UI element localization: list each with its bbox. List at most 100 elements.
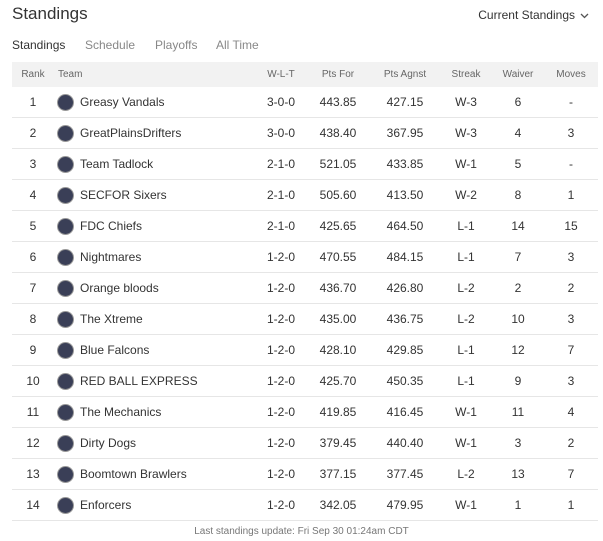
team-name[interactable]: Greasy Vandals [80,95,165,109]
table-cell: L-2 [457,312,475,326]
table-row [12,366,598,397]
nav-tab[interactable]: Playoffs [155,38,198,52]
table-cell: 10 [26,374,40,388]
table-cell: 15 [564,219,578,233]
table-cell: L-1 [457,219,475,233]
team-name[interactable]: Boomtown Brawlers [80,467,187,481]
table-cell: 436.75 [386,312,424,326]
column-header: Team [58,69,83,80]
table-row [12,211,598,242]
page-title: Standings [12,4,88,23]
table-cell: W-3 [455,126,477,140]
table-cell: 6 [29,250,37,264]
table-cell: W-3 [455,95,477,109]
team-logo [57,156,74,173]
table-cell: 1 [567,498,575,512]
last-update: Last standings update: Fri Sep 30 01:24a… [194,526,409,537]
table-cell: - [569,95,573,109]
team-logo [57,342,74,359]
team-name[interactable]: Team Tadlock [80,157,154,171]
table-cell: 377.45 [386,467,424,481]
table-row [12,273,598,304]
team-name[interactable]: RED BALL EXPRESS [80,374,198,388]
nav-tab[interactable]: Schedule [85,38,136,52]
nav-tab[interactable]: All Time [216,38,259,52]
table-cell: 428.10 [319,343,357,357]
table-cell: 377.15 [319,467,357,481]
team-logo [57,94,74,111]
nav-tab[interactable]: Standings [12,38,66,52]
team-name[interactable]: SECFOR Sixers [80,188,167,202]
table-cell: W-1 [455,157,477,171]
team-logo [57,311,74,328]
table-cell: 367.95 [386,126,424,140]
table-cell: 3 [567,250,575,264]
table-cell: W-1 [455,498,477,512]
table-cell: 1 [567,188,575,202]
table-cell: 426.80 [386,281,424,295]
table-cell: 5 [514,157,522,171]
table-cell: 438.40 [319,126,357,140]
table-cell: 1-2-0 [266,405,296,419]
team-name[interactable]: Nightmares [80,250,142,264]
table-cell: 4 [567,405,575,419]
team-logo [57,404,74,421]
table-cell: 10 [511,312,525,326]
table-cell: 521.05 [319,157,357,171]
table-cell: 433.85 [386,157,424,171]
table-cell: 2-1-0 [266,219,296,233]
table-cell: 11 [511,405,525,419]
table-cell: 416.45 [386,405,424,419]
team-logo [57,280,74,297]
team-name[interactable]: FDC Chiefs [80,219,143,233]
column-header: Streak [451,69,481,80]
table-cell: 425.70 [319,374,357,388]
team-name[interactable]: The Xtreme [80,312,143,326]
standings-dropdown[interactable]: Current Standings [478,8,575,22]
table-row [12,490,598,521]
team-name[interactable]: The Mechanics [80,405,162,419]
table-cell: L-2 [457,281,475,295]
team-name[interactable]: GreatPlainsDrifters [80,126,182,140]
table-cell: 1 [514,498,522,512]
table-cell: 1 [29,95,37,109]
table-cell: W-1 [455,436,477,450]
table-cell: 9 [514,374,522,388]
team-name[interactable]: Blue Falcons [80,343,150,357]
table-row [12,335,598,366]
table-cell: 1-2-0 [266,374,296,388]
table-row [12,459,598,490]
table-cell: 413.50 [386,188,424,202]
table-cell: 8 [29,312,37,326]
table-cell: L-1 [457,374,475,388]
table-cell: 1-2-0 [266,343,296,357]
table-cell: 440.40 [386,436,424,450]
table-cell: 7 [567,343,575,357]
table-cell: - [569,157,573,171]
table-cell: 1-2-0 [266,436,296,450]
team-logo [57,373,74,390]
team-name[interactable]: Orange bloods [80,281,159,295]
dropdown-label: Current Standings [478,8,575,22]
team-name[interactable]: Enforcers [80,498,132,512]
team-logo [57,249,74,266]
team-name[interactable]: Dirty Dogs [80,436,137,450]
table-cell: 3 [29,157,37,171]
table-cell: 14 [26,498,40,512]
table-cell: 342.05 [319,498,357,512]
table-cell: 3 [514,436,522,450]
column-header: Pts Agnst [383,69,427,80]
table-cell: 427.15 [386,95,424,109]
table-cell: 2-1-0 [266,188,296,202]
table-row [12,397,598,428]
table-row [12,87,598,118]
table-cell: 2 [567,436,575,450]
table-cell: 436.70 [319,281,357,295]
table-cell: 6 [514,95,522,109]
team-logo [57,187,74,204]
column-header: Rank [21,69,45,80]
table-cell: 4 [29,188,37,202]
table-cell: 3-0-0 [266,126,296,140]
table-cell: 14 [511,219,525,233]
table-cell: 12 [26,436,40,450]
